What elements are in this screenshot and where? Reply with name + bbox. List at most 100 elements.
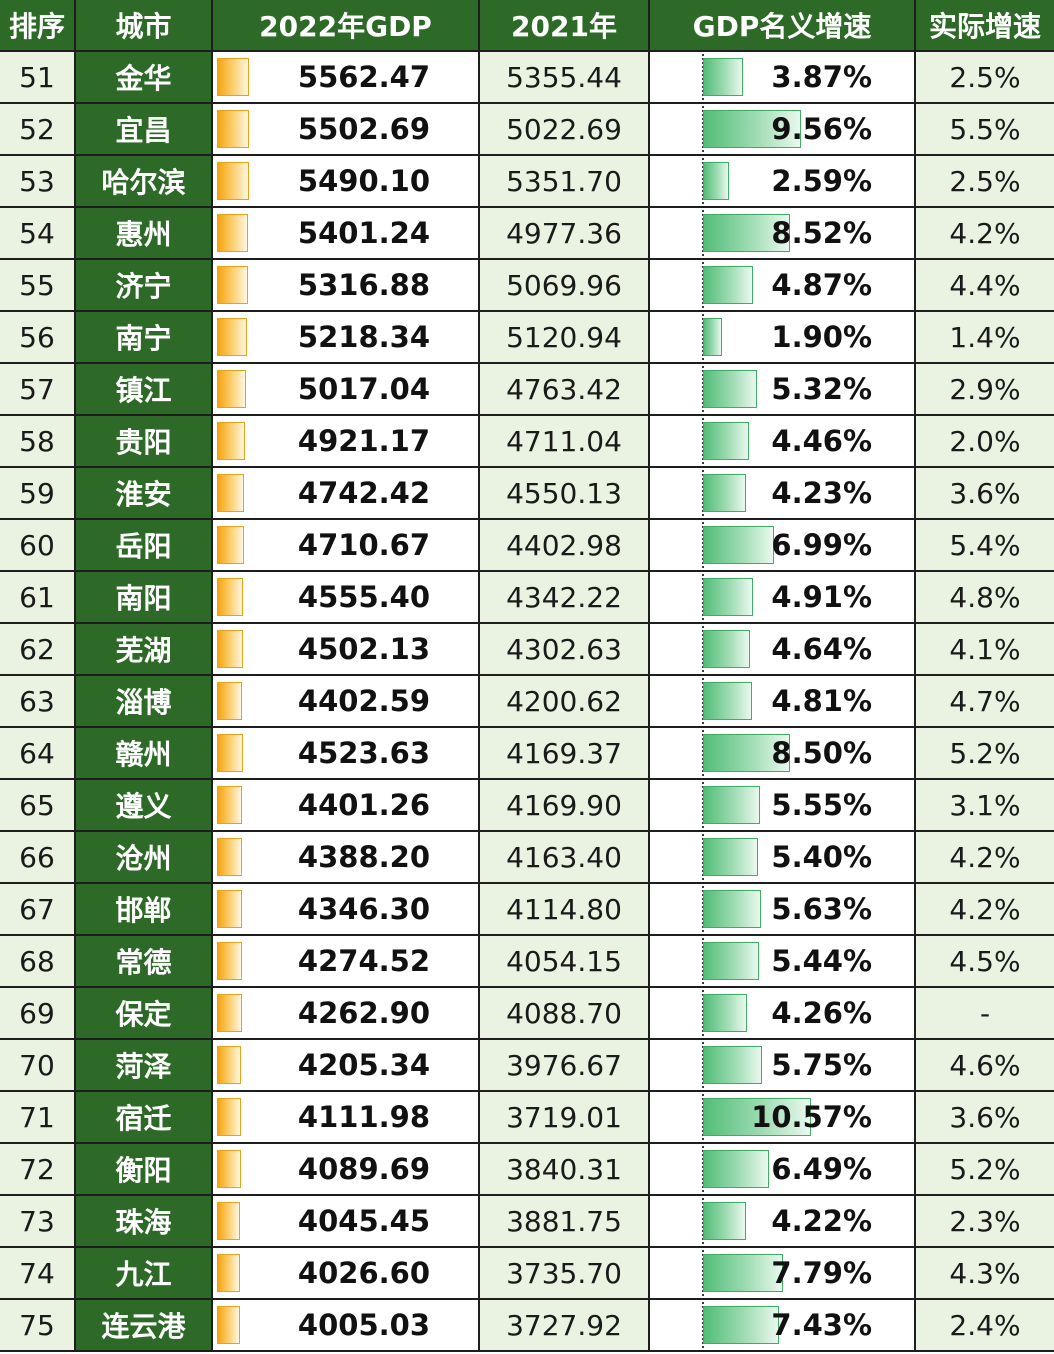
- growth-databar: [703, 58, 743, 96]
- nominal-growth-cell: 5.40%: [650, 832, 916, 884]
- real-growth-cell: 4.2%: [916, 832, 1054, 884]
- table-row: 65 遵义 4401.26 4169.90 5.55% 3.1%: [0, 780, 1054, 832]
- nominal-growth-cell: 5.55%: [650, 780, 916, 832]
- rank-cell: 58: [0, 416, 76, 468]
- gdp-2021-cell: 4302.63: [480, 624, 650, 676]
- nominal-growth-value: 4.91%: [771, 580, 872, 614]
- gdp-2022-cell: 4026.60: [213, 1248, 480, 1300]
- gdp-2022-value: 5490.10: [297, 164, 430, 198]
- nominal-growth-value: 4.46%: [771, 424, 872, 458]
- gdp-2021-cell: 5069.96: [480, 260, 650, 312]
- gdp-2022-value: 4388.20: [297, 840, 430, 874]
- table-row: 71 宿迁 4111.98 3719.01 10.57% 3.6%: [0, 1092, 1054, 1144]
- gdp-databar: [217, 1202, 240, 1240]
- gdp-databar: [217, 1098, 241, 1136]
- growth-databar: [703, 526, 774, 564]
- table-row: 63 淄博 4402.59 4200.62 4.81% 4.7%: [0, 676, 1054, 728]
- growth-databar: [703, 630, 750, 668]
- real-growth-cell: 4.5%: [916, 936, 1054, 988]
- growth-databar: [703, 994, 747, 1032]
- table-row: 54 惠州 5401.24 4977.36 8.52% 4.2%: [0, 208, 1054, 260]
- real-growth-cell: -: [916, 988, 1054, 1040]
- nominal-growth-cell: 8.50%: [650, 728, 916, 780]
- rank-cell: 62: [0, 624, 76, 676]
- nominal-growth-value: 7.79%: [771, 1256, 872, 1290]
- gdp-2021-cell: 3840.31: [480, 1144, 650, 1196]
- nominal-growth-cell: 4.87%: [650, 260, 916, 312]
- nominal-growth-cell: 4.64%: [650, 624, 916, 676]
- table-row: 58 贵阳 4921.17 4711.04 4.46% 2.0%: [0, 416, 1054, 468]
- real-growth-cell: 5.4%: [916, 520, 1054, 572]
- growth-databar: [703, 1306, 779, 1344]
- gdp-2022-cell: 4402.59: [213, 676, 480, 728]
- nominal-growth-value: 5.63%: [771, 892, 872, 926]
- nominal-growth-value: 6.99%: [771, 528, 872, 562]
- header-real-growth: 实际增速: [916, 0, 1054, 52]
- gdp-2022-value: 4555.40: [297, 580, 430, 614]
- city-cell: 芜湖: [76, 624, 213, 676]
- real-growth-cell: 5.2%: [916, 728, 1054, 780]
- real-growth-cell: 2.0%: [916, 416, 1054, 468]
- real-growth-cell: 5.5%: [916, 104, 1054, 156]
- growth-databar: [703, 838, 758, 876]
- gdp-databar: [217, 838, 242, 876]
- gdp-2022-cell: 4089.69: [213, 1144, 480, 1196]
- real-growth-cell: 2.5%: [916, 52, 1054, 104]
- growth-databar: [703, 474, 746, 512]
- city-cell: 菏泽: [76, 1040, 213, 1092]
- gdp-databar: [217, 474, 244, 512]
- nominal-growth-value: 4.23%: [771, 476, 872, 510]
- gdp-databar: [217, 370, 246, 408]
- table-row: 56 南宁 5218.34 5120.94 1.90% 1.4%: [0, 312, 1054, 364]
- nominal-growth-value: 6.49%: [771, 1152, 872, 1186]
- gdp-2022-value: 4089.69: [297, 1152, 430, 1186]
- real-growth-cell: 3.6%: [916, 468, 1054, 520]
- gdp-2021-cell: 3881.75: [480, 1196, 650, 1248]
- city-cell: 九江: [76, 1248, 213, 1300]
- gdp-2022-cell: 5218.34: [213, 312, 480, 364]
- nominal-growth-cell: 4.22%: [650, 1196, 916, 1248]
- rank-cell: 59: [0, 468, 76, 520]
- gdp-2022-value: 5562.47: [297, 60, 430, 94]
- gdp-databar: [217, 942, 242, 980]
- gdp-2022-cell: 5490.10: [213, 156, 480, 208]
- gdp-2022-cell: 5562.47: [213, 52, 480, 104]
- city-cell: 济宁: [76, 260, 213, 312]
- growth-databar: [703, 318, 722, 356]
- real-growth-cell: 4.3%: [916, 1248, 1054, 1300]
- gdp-databar: [217, 1150, 241, 1188]
- real-growth-cell: 4.4%: [916, 260, 1054, 312]
- city-cell: 保定: [76, 988, 213, 1040]
- rank-cell: 60: [0, 520, 76, 572]
- growth-databar: [703, 422, 749, 460]
- table-row: 66 沧州 4388.20 4163.40 5.40% 4.2%: [0, 832, 1054, 884]
- table-row: 52 宜昌 5502.69 5022.69 9.56% 5.5%: [0, 104, 1054, 156]
- rank-cell: 71: [0, 1092, 76, 1144]
- rank-cell: 69: [0, 988, 76, 1040]
- gdp-2022-value: 4205.34: [297, 1048, 430, 1082]
- real-growth-cell: 4.2%: [916, 884, 1054, 936]
- gdp-2021-cell: 3719.01: [480, 1092, 650, 1144]
- nominal-growth-cell: 6.49%: [650, 1144, 916, 1196]
- growth-databar: [703, 110, 801, 148]
- table-row: 74 九江 4026.60 3735.70 7.79% 4.3%: [0, 1248, 1054, 1300]
- growth-databar: [703, 942, 759, 980]
- gdp-2021-cell: 4169.90: [480, 780, 650, 832]
- gdp-2022-cell: 4205.34: [213, 1040, 480, 1092]
- nominal-growth-cell: 4.46%: [650, 416, 916, 468]
- city-cell: 岳阳: [76, 520, 213, 572]
- header-nominal-growth: GDP名义增速: [650, 0, 916, 52]
- gdp-2022-value: 4921.17: [297, 424, 430, 458]
- gdp-databar: [217, 1046, 241, 1084]
- gdp-2022-cell: 4502.13: [213, 624, 480, 676]
- table-row: 64 赣州 4523.63 4169.37 8.50% 5.2%: [0, 728, 1054, 780]
- real-growth-cell: 3.1%: [916, 780, 1054, 832]
- nominal-growth-value: 4.81%: [771, 684, 872, 718]
- real-growth-cell: 5.2%: [916, 1144, 1054, 1196]
- nominal-growth-cell: 6.99%: [650, 520, 916, 572]
- growth-databar: [703, 890, 761, 928]
- table-row: 62 芜湖 4502.13 4302.63 4.64% 4.1%: [0, 624, 1054, 676]
- real-growth-cell: 4.6%: [916, 1040, 1054, 1092]
- gdp-2022-cell: 4921.17: [213, 416, 480, 468]
